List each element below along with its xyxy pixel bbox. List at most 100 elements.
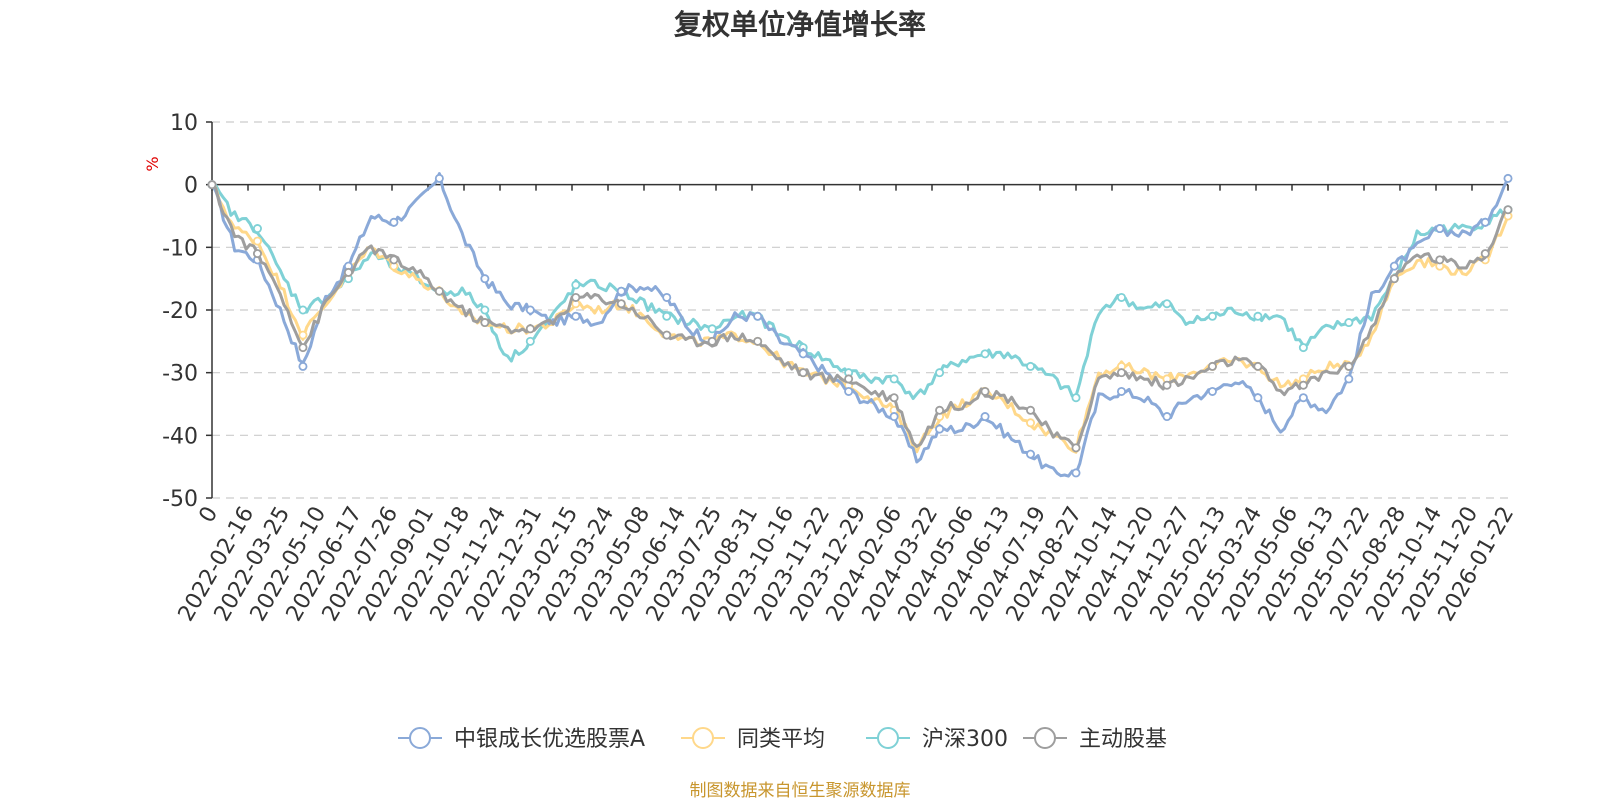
series-lines — [208, 174, 1511, 477]
series-point — [1345, 319, 1352, 326]
series-point — [1254, 394, 1261, 401]
series-line — [212, 185, 1508, 450]
series-point — [845, 375, 852, 382]
series-point — [390, 219, 397, 226]
series-point — [481, 319, 488, 326]
series-point — [299, 331, 306, 338]
series-point — [345, 269, 352, 276]
series-point — [1118, 369, 1125, 376]
series-point — [1254, 363, 1261, 370]
series-point — [527, 306, 534, 313]
series-point — [1027, 419, 1034, 426]
series-point — [709, 325, 716, 332]
series-line — [212, 174, 1508, 477]
series-point — [936, 425, 943, 432]
series-point — [1345, 375, 1352, 382]
legend-swatch-marker — [410, 728, 430, 748]
series-point — [390, 256, 397, 263]
series-point — [981, 388, 988, 395]
series-point — [1300, 382, 1307, 389]
legend-item[interactable]: 中银成长优选股票A — [398, 727, 645, 752]
legend-label: 沪深300 — [922, 727, 1008, 752]
series-point — [1345, 363, 1352, 370]
y-tick-label: -10 — [162, 236, 198, 261]
series-point — [1436, 256, 1443, 263]
series-point — [572, 313, 579, 320]
series-point — [709, 338, 716, 345]
series-point — [981, 350, 988, 357]
legend-item[interactable]: 主动股基 — [1023, 727, 1167, 752]
series-point — [208, 181, 215, 188]
series-point — [1391, 275, 1398, 282]
x-tick-label: 0 — [195, 503, 224, 528]
series-point — [299, 306, 306, 313]
series-point — [1072, 444, 1079, 451]
legend-swatch-marker — [1035, 728, 1055, 748]
legend-label: 中银成长优选股票A — [454, 727, 645, 752]
series-point — [981, 413, 988, 420]
legend-swatch-marker — [693, 728, 713, 748]
legend-label: 同类平均 — [737, 727, 825, 752]
series-point — [1163, 382, 1170, 389]
series-point — [754, 313, 761, 320]
series-point — [254, 237, 261, 244]
y-tick-label: -40 — [162, 424, 198, 449]
series-point — [1482, 219, 1489, 226]
y-tick-label: 0 — [184, 174, 198, 199]
y-axis-unit: % — [143, 156, 162, 171]
series-point — [663, 331, 670, 338]
legend: 中银成长优选股票A 同类平均 沪深300 主动股基 — [398, 727, 1167, 752]
series-point — [1027, 451, 1034, 458]
series-point — [891, 413, 898, 420]
series-point — [1436, 225, 1443, 232]
series-point — [1072, 469, 1079, 476]
series-point — [800, 350, 807, 357]
series-point — [1391, 263, 1398, 270]
series-point — [1209, 363, 1216, 370]
series-point — [891, 394, 898, 401]
series-point — [1027, 407, 1034, 414]
series-point — [1300, 344, 1307, 351]
series-point — [618, 300, 625, 307]
series-point — [254, 250, 261, 257]
y-tick-label: -20 — [162, 299, 198, 324]
series-point — [936, 369, 943, 376]
y-tick-label: 10 — [170, 111, 198, 136]
series-point — [1072, 394, 1079, 401]
series-point — [618, 288, 625, 295]
series-point — [1504, 206, 1511, 213]
series-point — [1254, 313, 1261, 320]
series-point — [1482, 250, 1489, 257]
series-point — [845, 388, 852, 395]
series-point — [891, 375, 898, 382]
series-point — [663, 294, 670, 301]
series-point — [1209, 313, 1216, 320]
series-point — [254, 225, 261, 232]
series-line — [212, 185, 1508, 453]
y-tick-label: -50 — [162, 487, 198, 512]
series-point — [572, 294, 579, 301]
series-point — [663, 313, 670, 320]
series-line — [212, 185, 1508, 399]
legend-item[interactable]: 同类平均 — [681, 727, 825, 752]
series-point — [527, 325, 534, 332]
y-tick-labels: 10 0 -10 -20 -30 -40 -50 — [162, 111, 212, 512]
series-point — [299, 363, 306, 370]
series-point — [1118, 294, 1125, 301]
series-point — [572, 281, 579, 288]
series-point — [800, 369, 807, 376]
series-point — [1300, 394, 1307, 401]
series-point — [481, 306, 488, 313]
series-point — [1163, 413, 1170, 420]
series-point — [527, 338, 534, 345]
series-point — [481, 275, 488, 282]
series-point — [936, 407, 943, 414]
series-point — [1209, 388, 1216, 395]
legend-item[interactable]: 沪深300 — [866, 727, 1008, 752]
series-point — [436, 288, 443, 295]
source-note: 制图数据来自恒生聚源数据库 — [690, 781, 911, 800]
chart-title: 复权单位净值增长率 — [674, 8, 926, 41]
grid-lines — [212, 122, 1508, 498]
series-point — [1163, 300, 1170, 307]
